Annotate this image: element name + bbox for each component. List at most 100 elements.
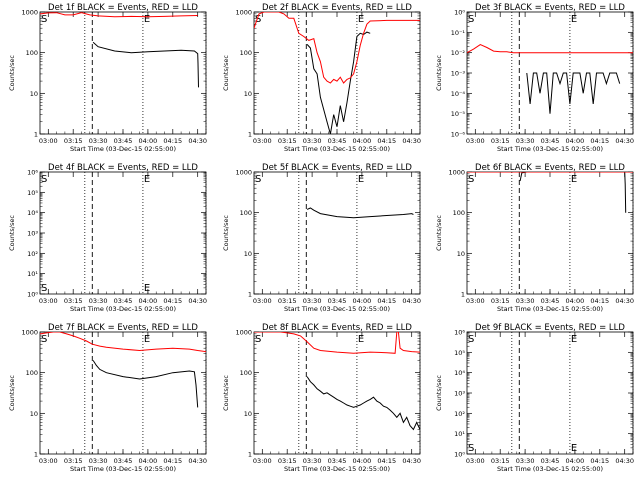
panel-title: Det 1f BLACK = Events, RED = LLD — [48, 3, 198, 13]
start-marker-label: S — [255, 334, 261, 345]
y-tick-label: 100 — [240, 49, 252, 57]
y-tick-label: 10⁻⁵ — [451, 110, 466, 118]
x-tick-label: 03:30 — [516, 457, 535, 465]
y-tick-label: 10⁻³ — [451, 70, 466, 78]
y-tick-label: 10 — [244, 410, 252, 418]
x-tick-label: 04:00 — [566, 137, 585, 145]
y-tick-label: 10² — [454, 410, 465, 418]
plot-frame — [39, 331, 207, 455]
x-tick-label: 03:45 — [114, 137, 133, 145]
end-marker-label: E — [144, 174, 150, 185]
plot-frame — [39, 171, 207, 295]
y-axis-label: Counts/sec — [222, 55, 230, 91]
end-marker-label: E — [144, 14, 150, 25]
x-tick-label: 04:30 — [402, 457, 421, 465]
x-tick-label: 03:30 — [89, 457, 108, 465]
x-tick-label: 03:30 — [89, 137, 108, 145]
x-tick-label: 04:30 — [615, 137, 634, 145]
x-axis-label: Start Time (03-Dec-15 02:55:00) — [70, 145, 176, 153]
y-tick-label: 1000 — [235, 9, 252, 17]
x-axis-label: Start Time (03-Dec-15 02:55:00) — [284, 145, 390, 153]
x-tick-label: 03:45 — [541, 137, 560, 145]
x-tick-label: 03:15 — [64, 137, 83, 145]
panel-title: Det 3f BLACK = Events, RED = LLD — [475, 3, 625, 13]
start-marker-label: S — [468, 443, 474, 454]
y-axis-label: Counts/sec — [435, 375, 443, 411]
detector-panel: Det 1f BLACK = Events, RED = LLD Counts/s… — [8, 3, 207, 153]
x-tick-label: 04:15 — [590, 137, 609, 145]
x-tick-label: 03:15 — [278, 457, 297, 465]
start-marker-label: S — [468, 174, 474, 185]
panel-title: Det 6f BLACK = Events, RED = LLD — [475, 163, 625, 173]
end-marker-label: E — [571, 443, 577, 454]
series-line-events — [306, 207, 414, 219]
panel-title: Det 2f BLACK = Events, RED = LLD — [262, 3, 412, 13]
end-marker-label: E — [144, 334, 150, 345]
x-tick-label: 03:45 — [328, 297, 347, 305]
panel-title: Det 9f BLACK = Events, RED = LLD — [475, 323, 625, 333]
x-axis-label: Start Time (03-Dec-15 02:55:00) — [284, 465, 390, 473]
end-marker-label: E — [571, 174, 577, 185]
y-tick-label: 1 — [248, 131, 252, 139]
x-tick-label: 04:00 — [353, 457, 372, 465]
x-axis-label: Start Time (03-Dec-15 02:55:00) — [284, 305, 390, 313]
y-tick-label: 100 — [453, 209, 465, 217]
y-tick-label: 10⁻⁶ — [451, 131, 466, 139]
x-tick-label: 03:00 — [39, 457, 58, 465]
y-axis-label: Counts/sec — [435, 215, 443, 251]
x-tick-label: 04:15 — [590, 457, 609, 465]
detector-panel: Det 6f BLACK = Events, RED = LLD Counts/s… — [435, 163, 634, 313]
x-tick-label: 04:30 — [615, 297, 634, 305]
x-axis-label: Start Time (03-Dec-15 02:55:00) — [497, 145, 603, 153]
x-tick-label: 03:00 — [253, 297, 272, 305]
end-marker-label: E — [358, 334, 364, 345]
series-line-events — [306, 31, 371, 134]
y-tick-label: 10³ — [454, 390, 465, 398]
x-axis-label: Start Time (03-Dec-15 02:55:00) — [70, 465, 176, 473]
detector-panel: Det 9f BLACK = Events, RED = LLD Counts/s… — [435, 323, 634, 473]
series-line-events — [92, 41, 199, 88]
x-tick-label: 04:15 — [163, 457, 182, 465]
y-axis-label: Counts/sec — [435, 55, 443, 91]
series-line-lld — [40, 332, 206, 353]
y-axis-label: Counts/sec — [222, 215, 230, 251]
start-marker-label: S — [41, 174, 47, 185]
x-tick-label: 03:45 — [328, 457, 347, 465]
x-tick-label: 04:30 — [615, 457, 634, 465]
y-tick-label: 10⁰ — [27, 291, 38, 299]
x-tick-label: 04:30 — [188, 297, 207, 305]
x-tick-label: 03:45 — [541, 457, 560, 465]
series-line-events — [92, 360, 199, 408]
y-tick-label: 100 — [26, 49, 38, 57]
x-tick-label: 03:30 — [89, 297, 108, 305]
x-tick-label: 04:00 — [139, 297, 158, 305]
y-tick-label: 10 — [457, 250, 465, 258]
x-tick-label: 03:00 — [466, 137, 485, 145]
x-tick-label: 03:45 — [328, 137, 347, 145]
y-tick-label: 1 — [248, 451, 252, 459]
detector-panel: Det 4f BLACK = Events, RED = LLD Counts/s… — [8, 163, 207, 313]
y-tick-label: 1 — [34, 131, 38, 139]
y-tick-label: 1 — [34, 451, 38, 459]
start-marker-label: S — [468, 334, 474, 345]
y-tick-label: 10⁵ — [27, 189, 38, 197]
x-tick-label: 04:30 — [188, 137, 207, 145]
x-tick-label: 04:30 — [402, 297, 421, 305]
y-tick-label: 10⁻¹ — [451, 29, 466, 37]
panel-title: Det 8f BLACK = Events, RED = LLD — [262, 323, 412, 333]
plot-frame — [253, 11, 421, 135]
y-axis-label: Counts/sec — [222, 375, 230, 411]
x-tick-label: 03:15 — [64, 457, 83, 465]
x-tick-label: 04:15 — [163, 297, 182, 305]
x-axis-label: Start Time (03-Dec-15 02:55:00) — [497, 305, 603, 313]
y-tick-label: 10⁶ — [454, 329, 465, 337]
series-line-events — [306, 376, 420, 431]
x-axis-label: Start Time (03-Dec-15 02:55:00) — [70, 305, 176, 313]
start-marker-label: S — [468, 14, 474, 25]
x-tick-label: 03:15 — [491, 137, 510, 145]
series-line-events — [526, 72, 621, 114]
detector-panel: Det 7f BLACK = Events, RED = LLD Counts/s… — [8, 323, 207, 473]
x-tick-label: 04:15 — [590, 297, 609, 305]
x-tick-label: 04:00 — [566, 457, 585, 465]
